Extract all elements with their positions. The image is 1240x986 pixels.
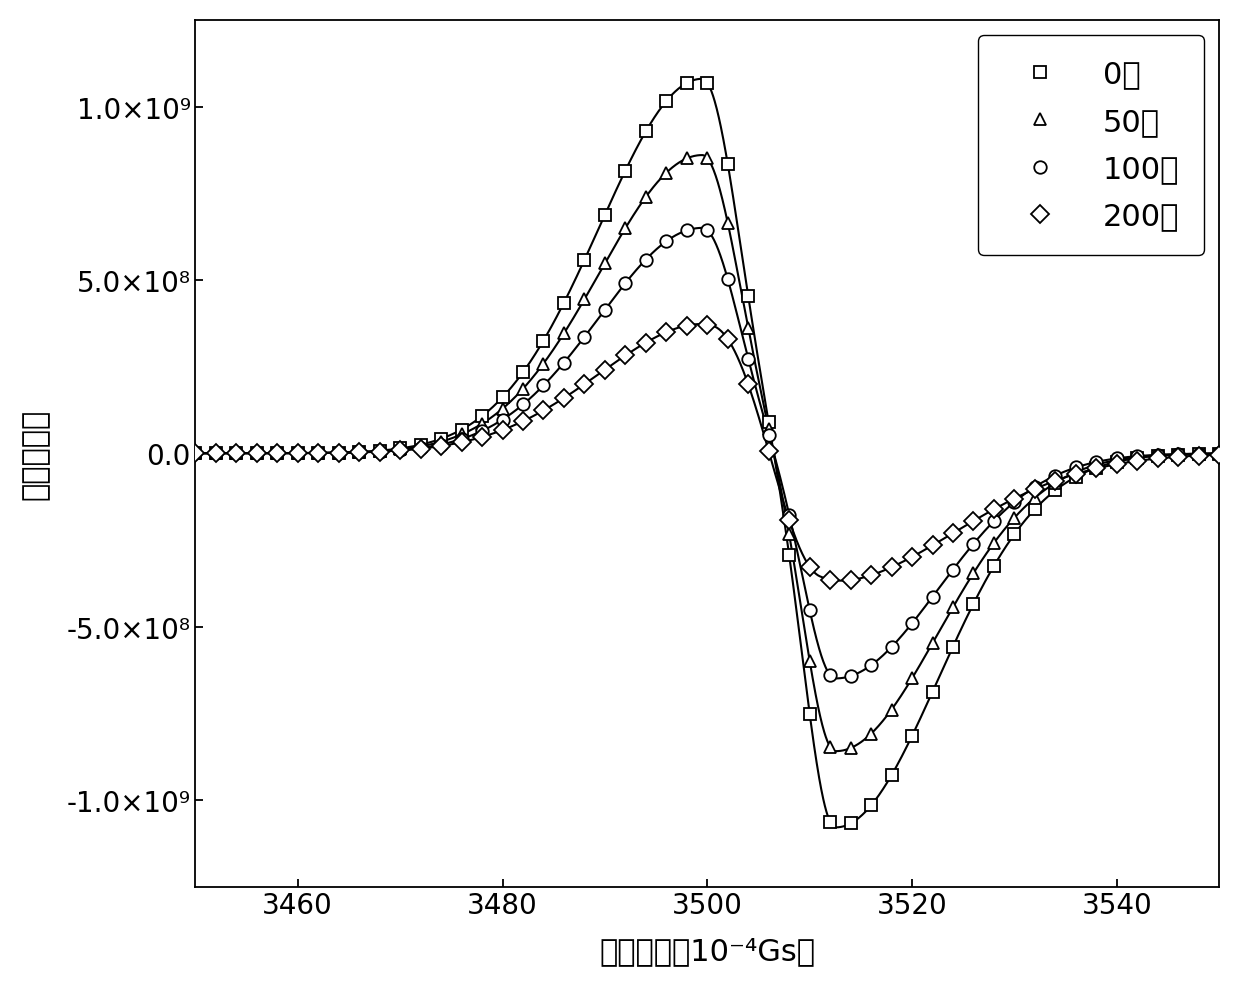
- 0次: [699, 78, 714, 90]
- 100次: [699, 225, 714, 237]
- 100次: [966, 538, 981, 550]
- 200次: [699, 319, 714, 331]
- 100次: [843, 670, 858, 682]
- X-axis label: 磁场强度（10⁻⁴Gs）: 磁场强度（10⁻⁴Gs）: [599, 937, 815, 965]
- 100次: [1211, 448, 1226, 459]
- Line: 200次: 200次: [190, 319, 1225, 587]
- 200次: [966, 516, 981, 528]
- 50次: [413, 441, 428, 453]
- 100次: [1192, 449, 1207, 460]
- 50次: [699, 153, 714, 165]
- 0次: [413, 440, 428, 452]
- 50次: [843, 742, 858, 754]
- 0次: [188, 448, 203, 459]
- 200次: [843, 575, 858, 587]
- 200次: [905, 551, 920, 563]
- 200次: [413, 444, 428, 456]
- 200次: [188, 448, 203, 459]
- 200次: [1211, 450, 1226, 461]
- 50次: [495, 403, 510, 415]
- 100次: [905, 618, 920, 630]
- Line: 50次: 50次: [190, 153, 1225, 754]
- Line: 100次: 100次: [190, 225, 1225, 682]
- Y-axis label: 自由基含量: 自由基含量: [21, 408, 50, 499]
- 50次: [905, 672, 920, 684]
- Line: 0次: 0次: [190, 77, 1225, 830]
- 100次: [413, 443, 428, 455]
- 0次: [966, 599, 981, 610]
- 50次: [188, 448, 203, 459]
- 100次: [495, 414, 510, 426]
- 0次: [905, 731, 920, 742]
- 100次: [516, 399, 531, 411]
- 0次: [843, 817, 858, 829]
- 0次: [1192, 449, 1207, 460]
- 50次: [966, 568, 981, 580]
- 0次: [516, 367, 531, 379]
- Legend: 0次, 50次, 100次, 200次: 0次, 50次, 100次, 200次: [978, 36, 1204, 255]
- 50次: [1192, 449, 1207, 460]
- 200次: [495, 425, 510, 437]
- 100次: [188, 448, 203, 459]
- 0次: [1211, 449, 1226, 460]
- 200次: [516, 416, 531, 428]
- 200次: [1192, 451, 1207, 462]
- 0次: [495, 392, 510, 404]
- 50次: [516, 384, 531, 395]
- 50次: [1211, 448, 1226, 459]
